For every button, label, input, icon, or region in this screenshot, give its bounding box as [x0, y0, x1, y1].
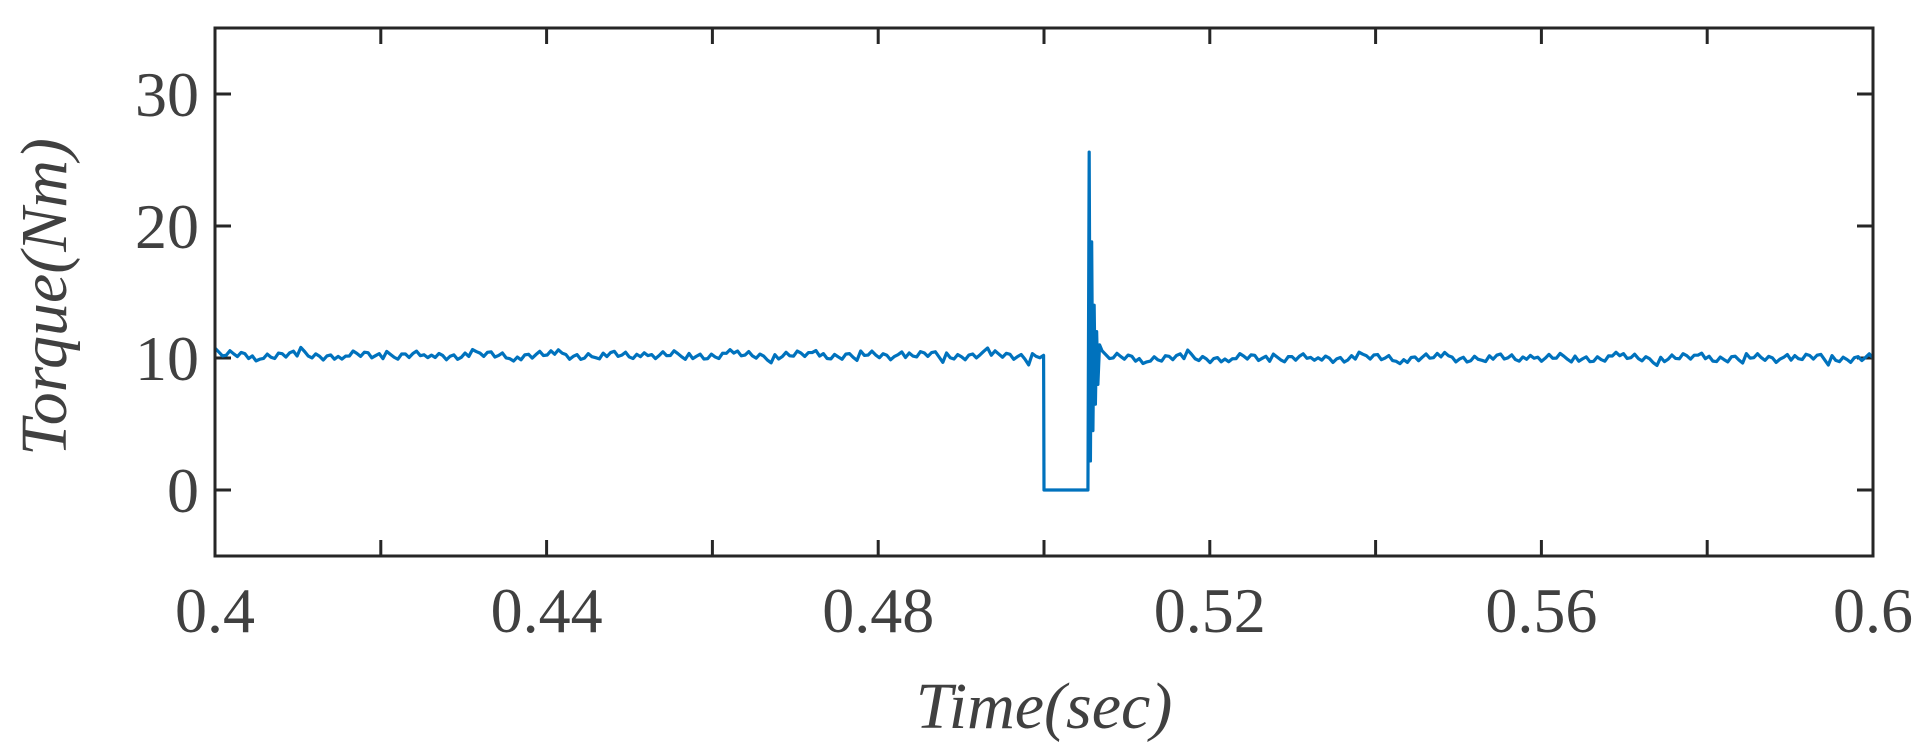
plot-frame: [213, 26, 1875, 558]
x-axis-ticks: 0.4 0.44 0.48 0.52 0.56 0.6: [175, 28, 1913, 646]
x-tick-label: 0.4: [175, 575, 255, 646]
y-tick-label: 0: [167, 455, 199, 526]
x-tick-label: 0.52: [1154, 575, 1266, 646]
series-layer: [213, 150, 1875, 492]
torque-series-line: [213, 150, 1875, 492]
y-axis-title: Torque(Nm): [8, 138, 81, 456]
x-tick-label: 0.56: [1485, 575, 1597, 646]
y-tick-label: 20: [135, 191, 199, 262]
x-tick-label: 0.6: [1833, 575, 1913, 646]
y-tick-label: 10: [135, 323, 199, 394]
x-tick-label: 0.44: [491, 575, 603, 646]
x-tick-label: 0.48: [822, 575, 934, 646]
y-tick-label: 30: [135, 59, 199, 130]
y-axis-ticks: 0 10 20 30: [135, 59, 1873, 526]
x-axis-title: Time(sec): [916, 670, 1173, 743]
